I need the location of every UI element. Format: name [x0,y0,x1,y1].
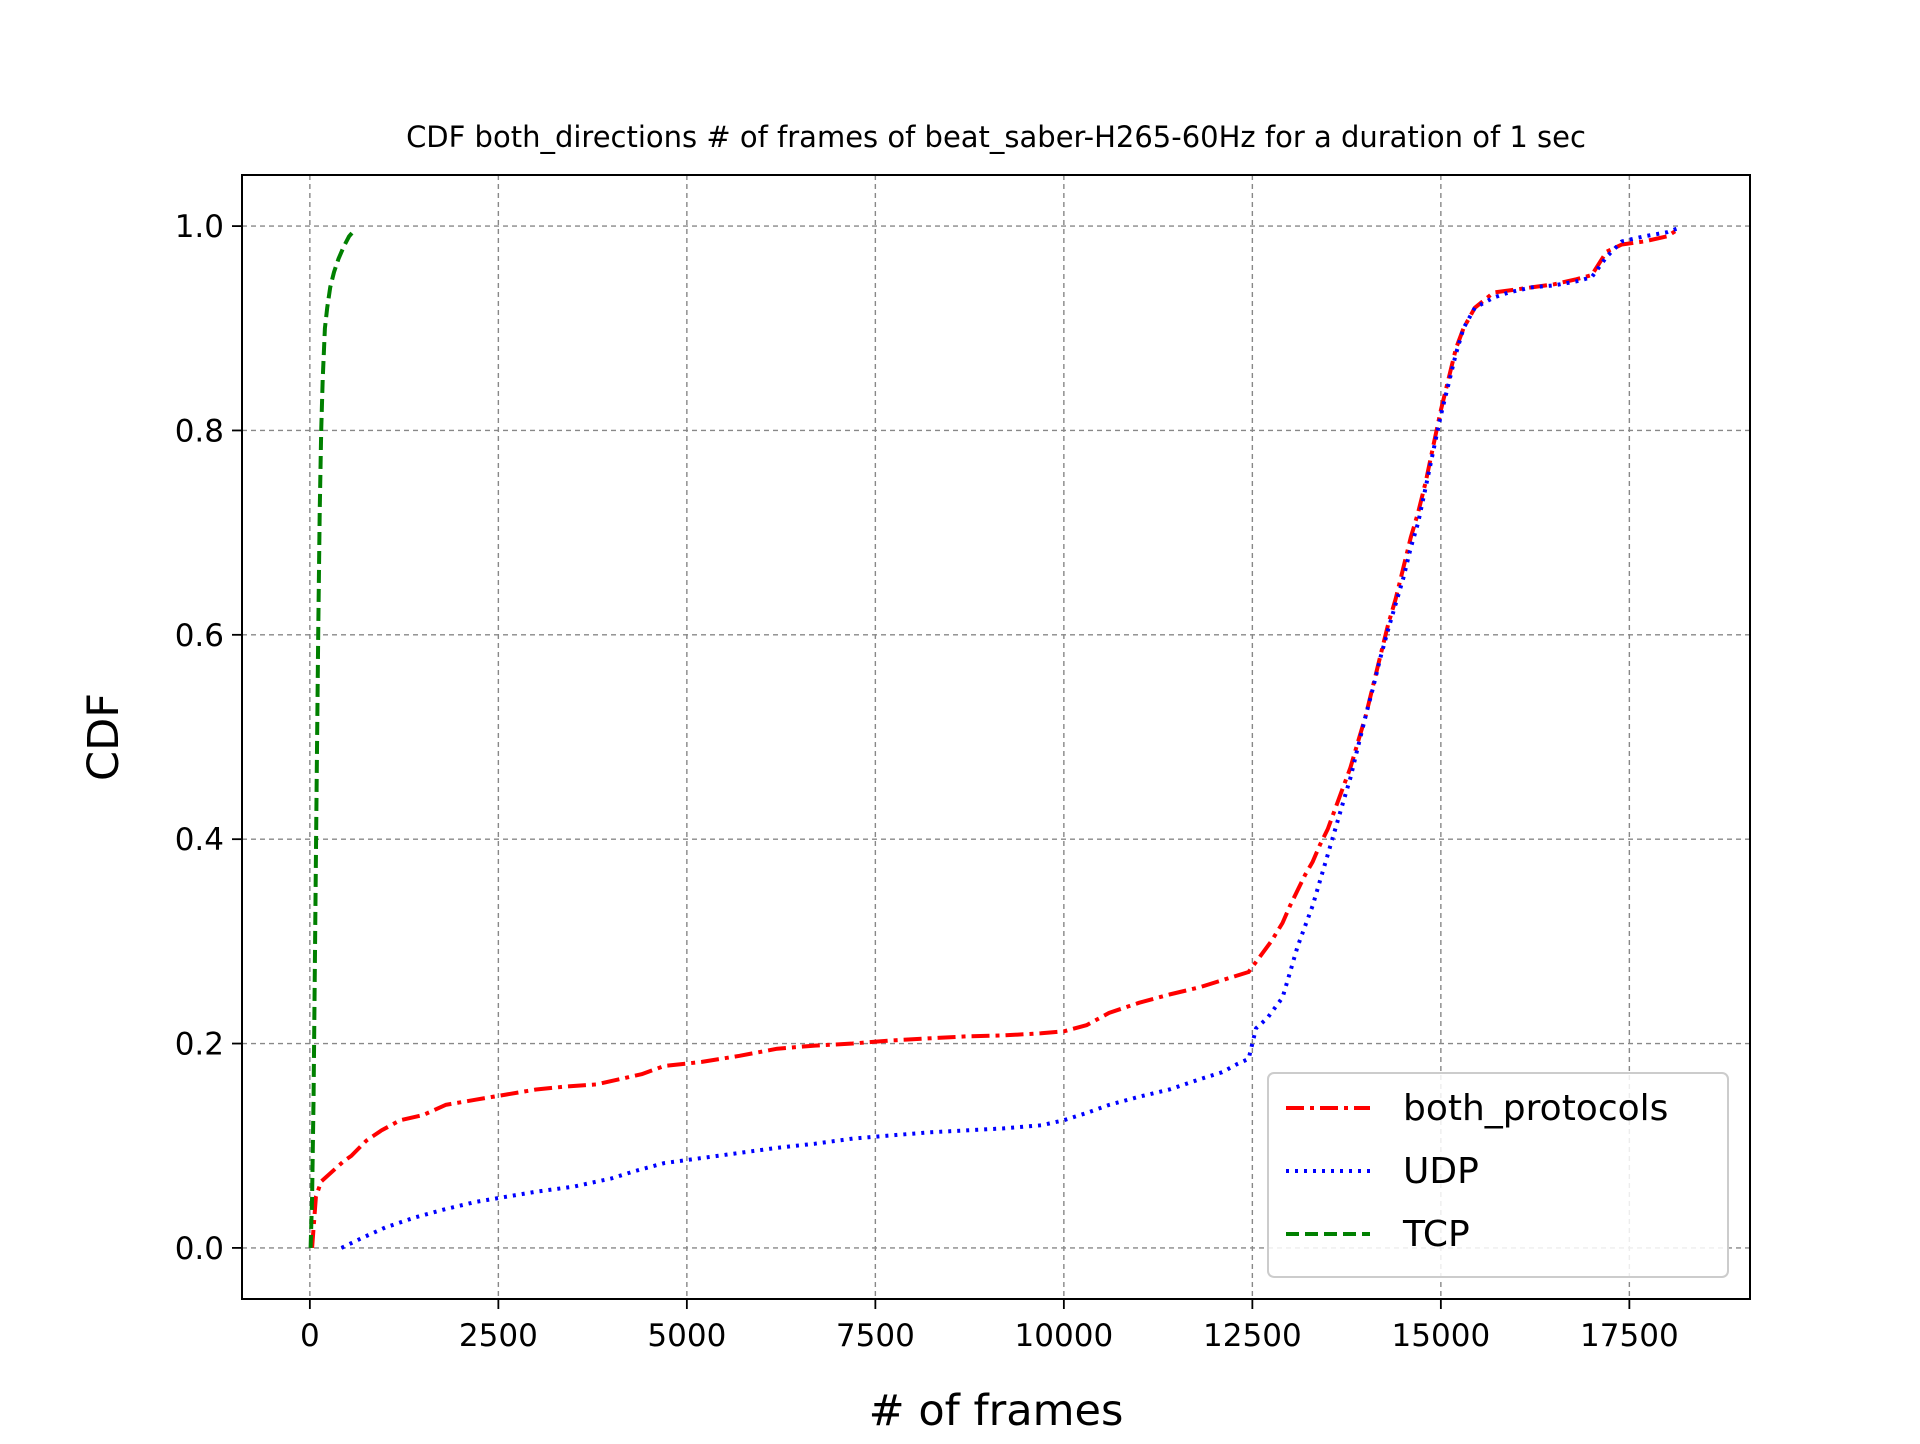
y-tick-label: 0.4 [175,822,224,858]
y-tick-label: 1.0 [175,209,224,245]
y-tick-label: 0.8 [175,413,224,449]
legend-udp-label: UDP [1403,1151,1479,1192]
x-tick-label: 10000 [1015,1318,1114,1354]
legend-both-protocols-label: both_protocols [1403,1088,1668,1129]
series-layer [308,226,1680,1250]
chart-title: CDF both_directions # of frames of beat_… [406,120,1586,154]
ticks-layer: 0 2500 5000 7500 10000 12500 15000 17500 0.0 0.2 0… [175,209,1679,1354]
legend-tcp-label: TCP [1402,1214,1470,1255]
x-tick-label: 15000 [1392,1318,1491,1354]
x-tick-label: 0 [300,1318,320,1354]
y-tick-label: 0.0 [175,1231,224,1267]
x-tick-label: 2500 [459,1318,538,1354]
x-axis-label: # of frames [869,1386,1124,1436]
y-axis-label: CDF [79,693,129,781]
series-line-both-protocols [310,227,1680,1249]
x-tick-label: 17500 [1580,1318,1679,1354]
x-tick-label: 12500 [1203,1318,1302,1354]
x-tick-label: 7500 [836,1318,915,1354]
legend-box [1267,1072,1729,1278]
legend: both_protocols UDP TCP [1267,1072,1729,1278]
y-tick-label: 0.2 [175,1027,224,1063]
plot-area-frame [241,174,1751,1300]
series-line-udp [340,226,1680,1250]
y-tick-label: 0.6 [175,618,224,654]
series-line-tcp [308,229,356,1248]
x-tick-label: 5000 [647,1318,726,1354]
